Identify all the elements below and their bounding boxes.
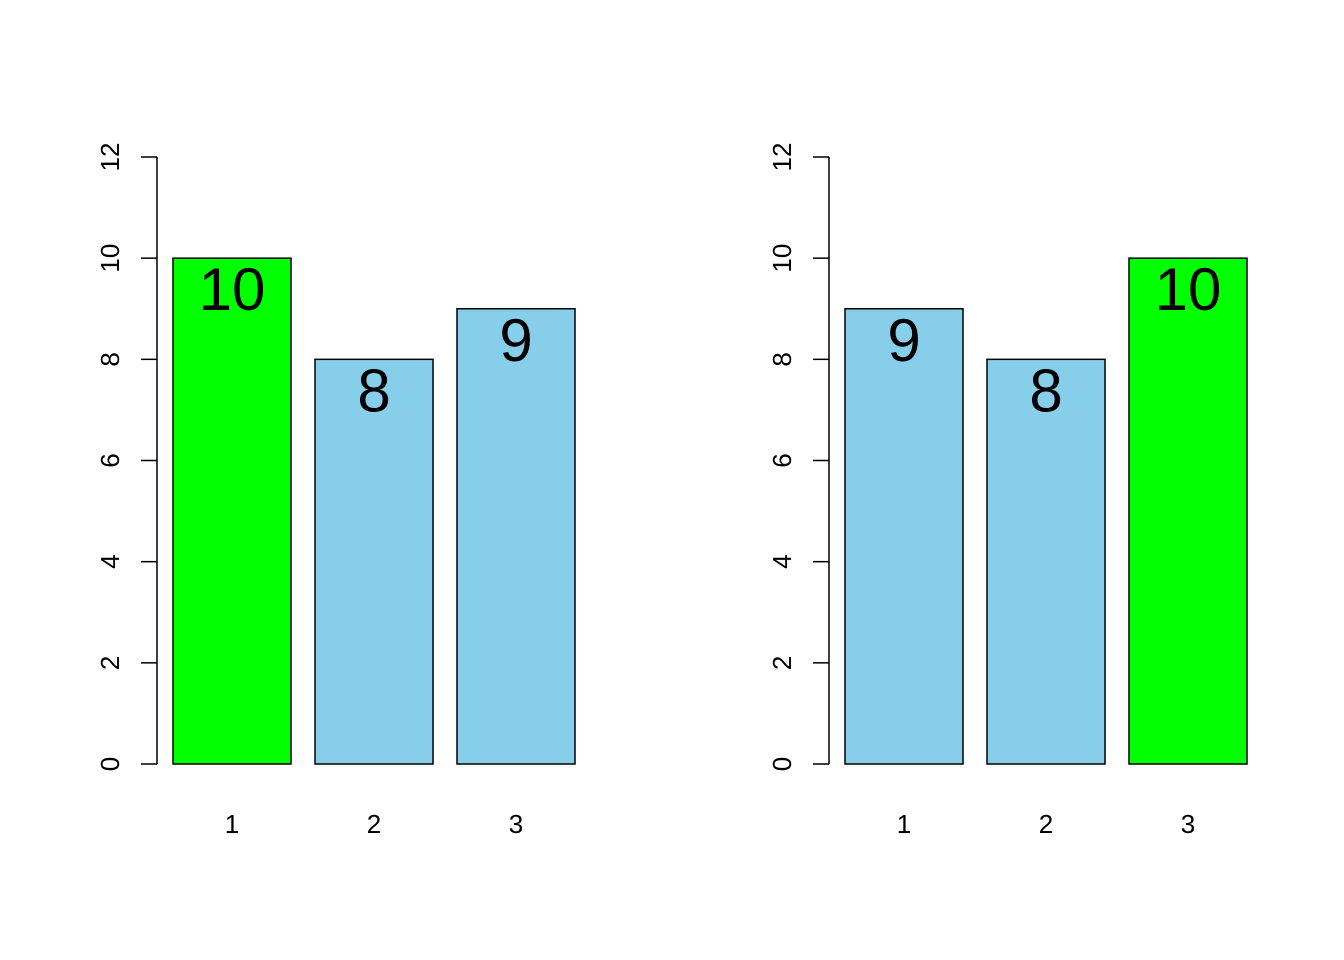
y-tick-label: 0 [767, 757, 797, 771]
x-category-label: 1 [897, 809, 911, 839]
bar [456, 308, 576, 765]
left-bar-chart: 0 2 4 6 8 10 12 10 1 8 2 9 3 [95, 143, 576, 839]
x-category-label: 2 [1039, 809, 1053, 839]
y-tick-label: 2 [767, 656, 797, 670]
y-tick-label: 8 [767, 352, 797, 366]
y-tick-label: 12 [767, 143, 797, 172]
x-category-label: 3 [1181, 809, 1195, 839]
bar [172, 257, 292, 765]
y-tick-label: 4 [95, 554, 125, 568]
bar-data-label: 10 [199, 256, 266, 323]
bar [844, 308, 964, 765]
x-category-label: 2 [367, 809, 381, 839]
bar-data-label: 10 [1155, 256, 1222, 323]
bar [986, 358, 1106, 765]
y-tick-label: 10 [95, 244, 125, 273]
y-tick-label: 6 [767, 453, 797, 467]
x-category-label: 3 [509, 809, 523, 839]
bar [1128, 257, 1248, 765]
right-bar-chart: 0 2 4 6 8 10 12 9 1 8 2 10 3 [767, 143, 1248, 839]
y-tick-label: 2 [95, 656, 125, 670]
bar-data-label: 9 [499, 307, 532, 374]
y-tick-label: 4 [767, 554, 797, 568]
x-category-label: 1 [225, 809, 239, 839]
bar [314, 358, 434, 765]
bar-data-label: 8 [1029, 357, 1062, 424]
y-tick-label: 8 [95, 352, 125, 366]
y-tick-label: 10 [767, 244, 797, 273]
y-tick-label: 6 [95, 453, 125, 467]
bar-data-label: 9 [887, 307, 920, 374]
y-tick-label: 0 [95, 757, 125, 771]
bar-data-label: 8 [357, 357, 390, 424]
y-tick-label: 12 [95, 143, 125, 172]
